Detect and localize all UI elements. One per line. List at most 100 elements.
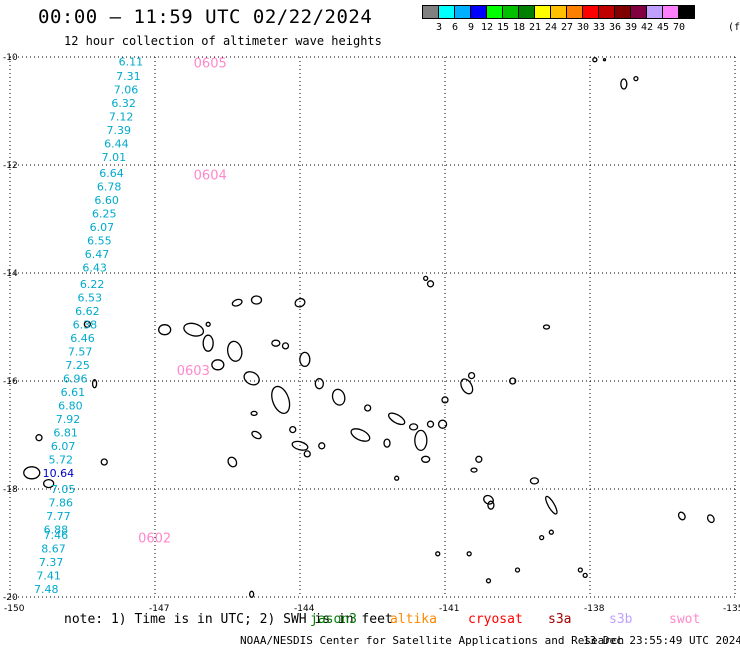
- legend-label: 70: [672, 22, 686, 33]
- wave-height-value: 7.25: [65, 359, 90, 372]
- island-outline: [423, 275, 429, 282]
- track-labels: 0605 0604 0603 0602: [138, 56, 227, 546]
- legend-swatch: [582, 5, 599, 19]
- legend-swatch: [646, 5, 663, 19]
- island-outline: [470, 467, 478, 473]
- legend-label: 27: [560, 22, 574, 33]
- island-outline: [43, 478, 55, 489]
- legend-swatch: [662, 5, 679, 19]
- island-outline: [291, 440, 309, 451]
- track-label: 0605: [194, 56, 227, 71]
- legend-labels: 3 6 9 12 15 18 21 24 27 30 33 36 39 42 45 70: [422, 22, 740, 36]
- island-outline: [318, 442, 326, 450]
- wave-height-value: 6.64: [99, 167, 124, 180]
- island-outline: [577, 567, 583, 573]
- island-outline: [202, 334, 214, 352]
- island-outline: [289, 425, 297, 434]
- legend-label: 30: [576, 22, 590, 33]
- island-outline: [435, 551, 441, 557]
- wave-height-value: 6.32: [111, 97, 136, 110]
- footer-credit: NOAA/NESDIS Center for Satellite Applica…: [240, 634, 625, 647]
- legend-label: 6: [451, 22, 459, 33]
- island-outline: [539, 534, 545, 541]
- lon-tick-label: -144: [294, 604, 315, 614]
- lat-tick-label: -12: [3, 161, 18, 171]
- legend-swatch: [614, 5, 631, 19]
- legend-swatch: [566, 5, 583, 19]
- island-outline: [314, 378, 324, 390]
- wave-height-value: 6.46: [70, 332, 95, 345]
- wave-height-value: 7.92: [56, 413, 81, 426]
- wave-height-value: 6.44: [104, 137, 129, 150]
- island-outline: [487, 500, 495, 510]
- legend-label: 3: [435, 22, 443, 33]
- island-outline: [466, 551, 472, 557]
- page-title: 00:00 – 11:59 UTC 02/22/2024: [38, 6, 373, 28]
- wave-height-value: 6.62: [75, 305, 100, 318]
- island-outline: [249, 590, 255, 598]
- track-label: 0604: [194, 169, 227, 184]
- legend-swatch: [598, 5, 615, 19]
- lat-tick-label: -18: [3, 485, 18, 495]
- island-outline: [271, 339, 281, 347]
- wave-height-value: 7.01: [102, 151, 127, 164]
- lon-tick-label: -150: [4, 604, 25, 614]
- legend-swatch: [470, 5, 487, 19]
- track-label: 0603: [177, 364, 210, 379]
- island-outline: [394, 475, 400, 481]
- legend-swatch: [518, 5, 535, 19]
- legend-label: 24: [544, 22, 558, 33]
- lat-tick-label: -10: [3, 53, 18, 63]
- wave-height-value: 6.78: [97, 181, 122, 194]
- island-outline: [243, 371, 260, 386]
- legend-label: 15: [496, 22, 510, 33]
- island-outline: [299, 351, 311, 368]
- wave-height-value: 8.67: [41, 542, 66, 555]
- island-outline: [441, 396, 449, 404]
- lat-tick-label: -16: [3, 377, 18, 387]
- island-outline: [35, 434, 43, 442]
- island-outline: [271, 385, 291, 414]
- satellite-label-s3a: s3a: [548, 612, 572, 627]
- lon-tick-label: -141: [439, 604, 459, 614]
- island-outline: [460, 378, 474, 395]
- island-outline: [421, 455, 431, 463]
- wave-height-value: 7.37: [39, 556, 64, 569]
- wave-height-value: 6.96: [63, 372, 88, 385]
- island-outline: [620, 78, 628, 90]
- legend-label: 33: [592, 22, 606, 33]
- wave-height-value: 6.88: [44, 524, 69, 537]
- wave-height-value: 6.07: [51, 440, 76, 453]
- legend-label: 39: [624, 22, 638, 33]
- island-outline: [633, 75, 639, 82]
- island-outline: [205, 321, 211, 327]
- wave-height-value: 6.25: [92, 208, 117, 221]
- lon-tick-label: -138: [584, 604, 605, 614]
- island-outline: [408, 423, 419, 431]
- legend-label: 42: [640, 22, 654, 33]
- island-outline: [592, 57, 598, 63]
- island-outline: [387, 412, 406, 426]
- island-outlines: [23, 57, 715, 598]
- wave-height-value: 7.48: [34, 583, 59, 596]
- satellite-label-jason3: jason3: [310, 612, 357, 627]
- island-outline: [602, 58, 607, 62]
- wave-height-value: 6.60: [94, 194, 119, 207]
- island-outline: [364, 404, 372, 412]
- legend-label: 36: [608, 22, 622, 33]
- island-outline: [383, 438, 391, 448]
- legend-swatch: [454, 5, 471, 19]
- island-outline: [227, 456, 238, 468]
- wave-height-value: 7.31: [116, 70, 141, 83]
- wave-height-value: 7.86: [49, 497, 74, 510]
- wave-height-value: 6.38: [73, 318, 98, 331]
- wave-height-value: 7.12: [109, 110, 134, 123]
- wave-height-value: 6.07: [90, 221, 115, 234]
- wave-height-value: 6.43: [82, 262, 107, 275]
- graticule: [9, 56, 736, 598]
- wave-height-value: 6.53: [78, 291, 103, 304]
- lat-tick-label: -14: [3, 269, 18, 279]
- island-outline: [158, 324, 172, 336]
- wave-height-value: 7.57: [68, 345, 93, 358]
